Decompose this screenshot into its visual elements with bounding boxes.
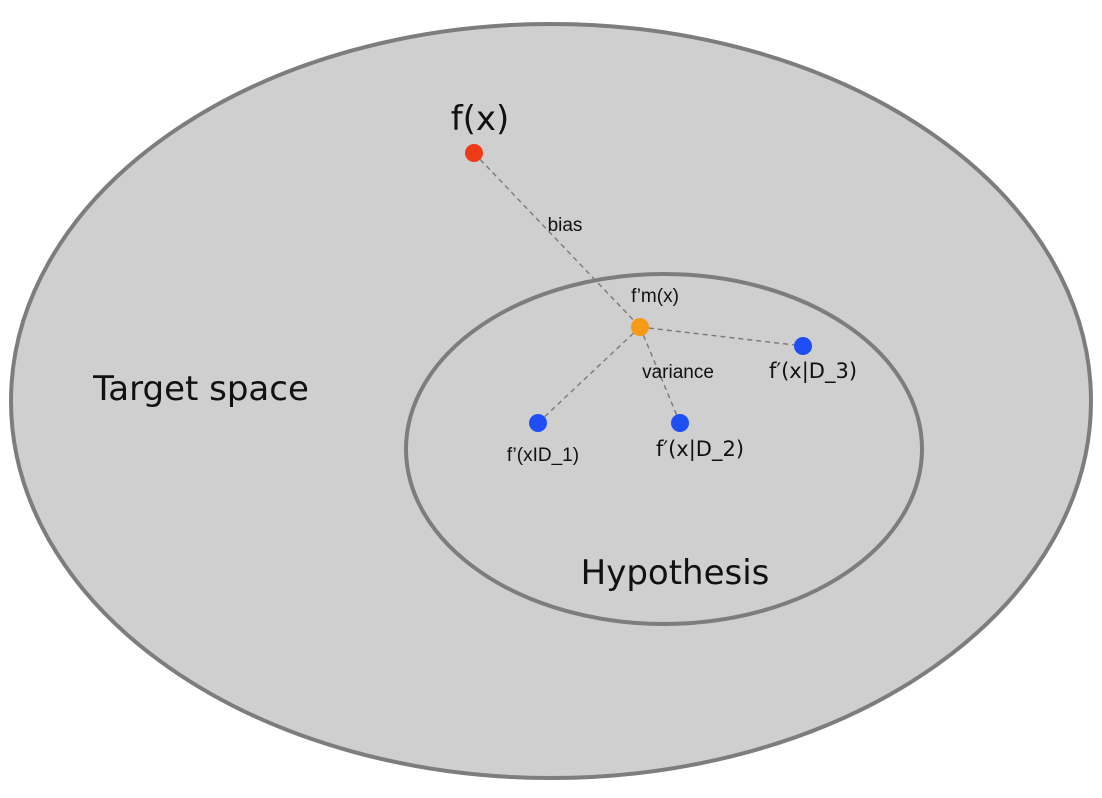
model-d3-label: f′(x|D_3)	[769, 359, 857, 384]
hypothesis-label: Hypothesis	[581, 553, 770, 593]
variance-connector-d3	[639, 326, 804, 347]
bias-connector	[473, 152, 641, 328]
mean-model-point	[631, 318, 649, 336]
model-d1-point	[529, 414, 547, 432]
model-d2-point	[671, 414, 689, 432]
model-d2-label: f′(x|D_2)	[656, 437, 744, 462]
model-d1-label: f’(xID_1)	[507, 445, 579, 466]
variance-label: variance	[642, 362, 714, 383]
model-d3-point	[794, 337, 812, 355]
true-function-label: f(x)	[451, 99, 510, 139]
bias-label: bias	[548, 215, 583, 236]
true-function-point	[465, 144, 483, 162]
target-space-label: Target space	[92, 369, 309, 409]
hypothesis-region	[404, 272, 924, 626]
mean-model-label: f’m(x)	[631, 286, 679, 307]
